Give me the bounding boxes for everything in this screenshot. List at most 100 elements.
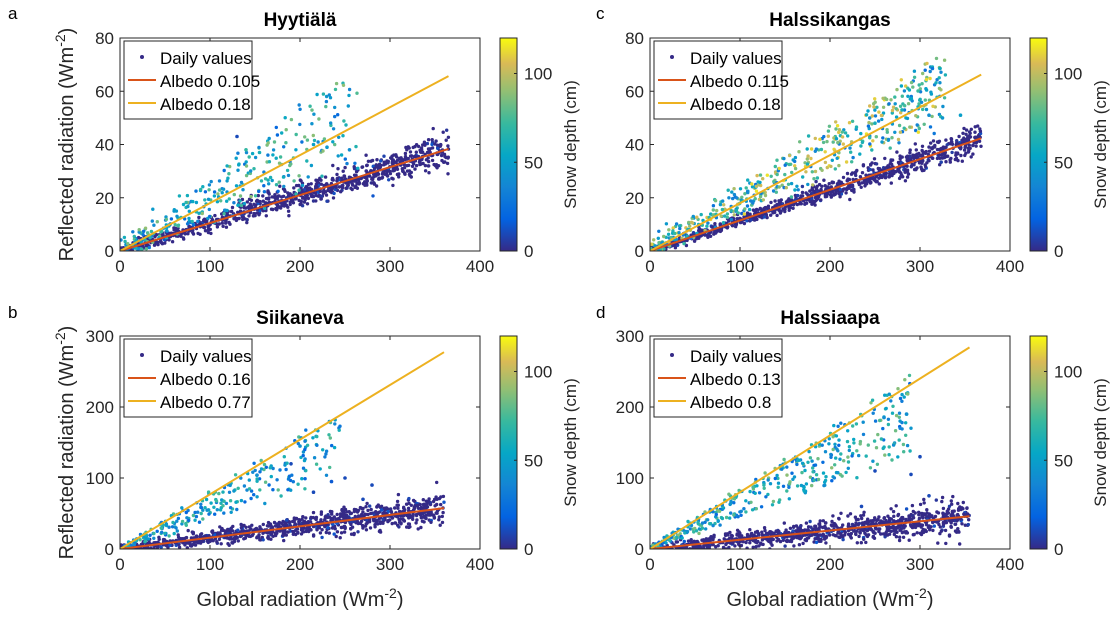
data-point	[887, 526, 892, 530]
data-point	[809, 147, 814, 151]
data-point	[943, 152, 947, 157]
data-point	[232, 539, 237, 544]
data-point	[325, 515, 330, 520]
data-point	[912, 156, 916, 160]
data-point	[238, 194, 243, 198]
data-point	[262, 184, 266, 188]
data-point	[938, 66, 942, 71]
data-point	[818, 522, 822, 526]
data-point	[280, 203, 284, 208]
data-point	[921, 107, 925, 112]
data-point	[664, 222, 669, 226]
data-point	[956, 527, 960, 531]
data-point	[236, 203, 240, 207]
data-point	[823, 150, 827, 154]
data-point	[793, 164, 797, 168]
data-point	[755, 529, 760, 534]
data-point	[962, 126, 966, 131]
data-point	[442, 152, 447, 156]
data-point	[666, 232, 671, 236]
data-point	[361, 506, 365, 511]
data-point	[699, 228, 704, 232]
data-point	[942, 58, 947, 62]
data-point	[849, 150, 853, 154]
data-point	[344, 123, 348, 127]
data-point	[267, 136, 271, 141]
data-point	[318, 189, 322, 194]
data-point	[220, 191, 224, 195]
data-point	[159, 240, 164, 245]
data-point	[215, 200, 220, 204]
data-point	[874, 135, 878, 139]
x-tick-label: 300	[376, 257, 404, 276]
data-point	[410, 164, 415, 168]
data-point	[805, 162, 810, 166]
data-point	[221, 528, 225, 532]
data-point	[211, 531, 215, 535]
data-point	[263, 177, 268, 181]
data-point	[331, 196, 336, 200]
data-point	[770, 503, 775, 507]
data-point	[867, 120, 871, 125]
data-point	[274, 156, 278, 160]
data-point	[704, 527, 708, 531]
data-point	[872, 177, 876, 182]
data-point	[941, 512, 945, 516]
data-point	[804, 521, 809, 525]
data-point	[868, 167, 872, 172]
data-point	[286, 209, 291, 213]
data-point	[284, 533, 288, 537]
data-point	[825, 139, 829, 144]
data-point	[939, 529, 943, 533]
data-point	[274, 196, 278, 200]
data-point	[796, 188, 800, 192]
data-point	[835, 124, 840, 128]
data-point	[942, 155, 947, 159]
data-point	[427, 171, 431, 175]
data-point	[924, 523, 929, 527]
data-point	[830, 158, 834, 162]
data-point	[922, 501, 926, 505]
data-point	[386, 159, 390, 164]
data-point	[968, 146, 972, 150]
data-point	[738, 187, 743, 191]
data-point	[374, 184, 379, 188]
data-point	[895, 530, 899, 534]
panel-letter: b	[8, 303, 17, 322]
data-point	[318, 531, 323, 535]
data-point	[657, 241, 661, 245]
data-point	[918, 90, 923, 94]
data-point	[217, 537, 222, 541]
data-point	[920, 159, 925, 163]
panel-title: Hyytiälä	[264, 10, 337, 31]
data-point	[163, 241, 167, 245]
data-point	[263, 480, 268, 484]
data-point	[873, 121, 877, 125]
data-point	[207, 512, 211, 516]
data-point	[859, 144, 863, 148]
data-point	[931, 139, 936, 143]
data-point	[191, 232, 196, 236]
data-point	[883, 393, 887, 397]
data-point	[943, 73, 948, 77]
data-point	[187, 209, 191, 213]
colorbar-tick-label: 50	[1054, 153, 1073, 172]
data-point	[319, 178, 323, 182]
data-point	[815, 176, 820, 180]
data-point	[331, 140, 335, 144]
data-point	[810, 170, 814, 174]
data-point	[352, 165, 356, 169]
data-point	[870, 114, 874, 118]
data-point	[912, 75, 917, 80]
data-point	[706, 221, 710, 225]
data-point	[281, 533, 286, 537]
data-point	[955, 139, 959, 143]
data-point	[185, 546, 189, 549]
data-point	[248, 534, 253, 539]
data-point	[745, 219, 749, 223]
data-point	[199, 505, 204, 510]
data-point	[149, 229, 154, 234]
data-point	[917, 516, 922, 521]
data-point	[768, 537, 772, 541]
